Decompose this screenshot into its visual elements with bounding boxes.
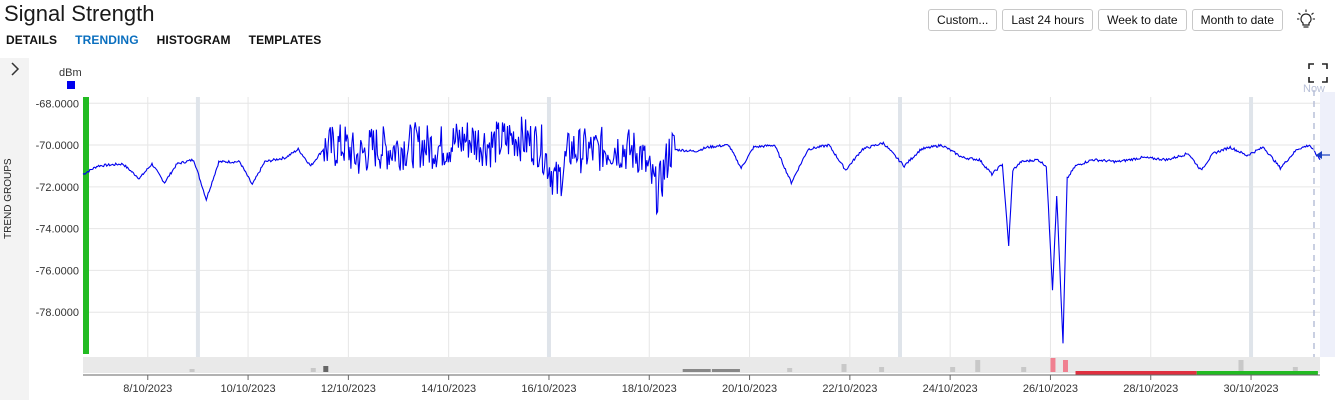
- gap-bands: [195, 97, 1254, 358]
- overview-mark: [323, 366, 329, 372]
- unit-label: dBm: [59, 67, 82, 79]
- overview-mark: [1292, 367, 1298, 372]
- x-tick-label: 14/10/2023: [421, 383, 476, 395]
- week-separator: [195, 97, 200, 358]
- status-segment: [1075, 371, 1197, 375]
- overview-mark: [682, 369, 711, 372]
- x-tick-label: 16/10/2023: [521, 383, 576, 395]
- series-swatch: [67, 81, 75, 89]
- tab-bar: DETAILS TRENDING HISTOGRAM TEMPLATES: [6, 33, 321, 47]
- week-separator: [546, 97, 551, 358]
- x-tick-label: 22/10/2023: [822, 383, 877, 395]
- overview-mark: [1021, 367, 1027, 372]
- y-tick-label: -70.0000: [36, 140, 79, 152]
- y-tick-label: -78.0000: [36, 307, 79, 319]
- overview-mark: [1238, 360, 1244, 372]
- overview-mark: [841, 364, 847, 372]
- tab-histogram[interactable]: HISTOGRAM: [156, 33, 231, 47]
- x-tick-label: 10/10/2023: [221, 383, 276, 395]
- custom-range-button[interactable]: Custom...: [928, 9, 998, 31]
- x-tick-label: 20/10/2023: [722, 383, 777, 395]
- now-label: Now: [1303, 83, 1326, 95]
- y-axis-good-bar: [83, 97, 89, 354]
- week-separator: [1249, 97, 1254, 358]
- page-title: Signal Strength: [4, 1, 155, 26]
- x-tick-label: 24/10/2023: [923, 383, 978, 395]
- overview-mark: [711, 369, 740, 372]
- week-separator: [898, 97, 903, 358]
- tab-details[interactable]: DETAILS: [6, 33, 58, 47]
- status-bar: [1075, 371, 1318, 375]
- last-24-hours-button[interactable]: Last 24 hours: [1002, 9, 1094, 31]
- overview-mark: [189, 369, 195, 372]
- chevron-right-icon[interactable]: [7, 61, 23, 77]
- tab-trending[interactable]: TRENDING: [75, 33, 139, 47]
- fullscreen-icon[interactable]: [1308, 63, 1328, 83]
- overview-strip: [83, 357, 1320, 373]
- tab-templates[interactable]: TEMPLATES: [248, 33, 322, 47]
- chart-bg-right: [1320, 92, 1335, 357]
- overview-mark: [1050, 358, 1056, 372]
- x-tick-label: 30/10/2023: [1224, 383, 1279, 395]
- x-tick-label: 12/10/2023: [321, 383, 376, 395]
- overview-mark: [1062, 360, 1068, 372]
- overview-marks: [189, 358, 1298, 372]
- x-tick-label: 18/10/2023: [622, 383, 677, 395]
- y-tick-label: -68.0000: [36, 98, 79, 110]
- y-axis-labels: -68.0000 -70.0000 -72.0000 -74.0000 -76.0000…: [36, 98, 79, 319]
- overview-mark: [975, 360, 981, 372]
- week-to-date-button[interactable]: Week to date: [1098, 9, 1187, 31]
- overview-mark: [787, 368, 793, 372]
- lightbulb-icon[interactable]: [1296, 9, 1316, 31]
- series-line: [82, 116, 1321, 344]
- trend-groups-panel: TREND GROUPS: [0, 58, 29, 400]
- overview-mark: [879, 367, 885, 372]
- x-tick-label: 28/10/2023: [1123, 383, 1178, 395]
- status-segment: [1196, 371, 1318, 375]
- y-tick-label: -76.0000: [36, 265, 79, 277]
- time-range-buttons: Custom... Last 24 hours Week to date Mon…: [928, 9, 1283, 31]
- current-value-arrow: [1316, 151, 1322, 159]
- x-tick-label: 26/10/2023: [1023, 383, 1078, 395]
- y-tick-label: -72.0000: [36, 182, 79, 194]
- y-tick-label: -74.0000: [36, 224, 79, 236]
- x-tick-label: 8/10/2023: [123, 383, 172, 395]
- month-to-date-button[interactable]: Month to date: [1191, 9, 1283, 31]
- overview-mark: [310, 368, 316, 372]
- x-axis-labels: 8/10/2023 10/10/2023 12/10/2023 14/10/2023 1…: [123, 383, 1278, 395]
- overview-mark: [950, 367, 956, 372]
- chart-grid: [83, 97, 1320, 380]
